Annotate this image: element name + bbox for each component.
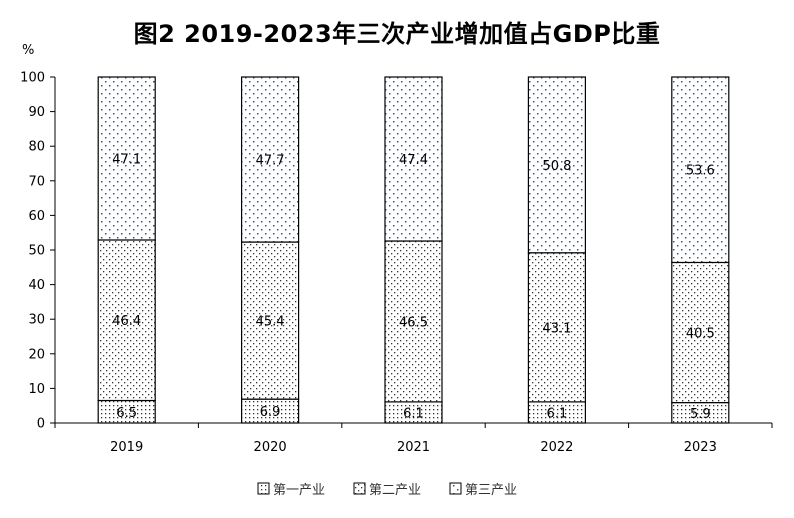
y-tick-label: 30 [28, 313, 45, 328]
legend-swatch [449, 482, 462, 495]
y-tick-label: 80 [28, 140, 45, 155]
data-label: 53.6 [686, 164, 715, 179]
y-tick-label: 70 [28, 174, 45, 189]
data-label: 6.1 [403, 406, 424, 421]
bar-segment [241, 241, 300, 400]
bar-segment [384, 76, 443, 242]
data-label: 43.1 [542, 321, 571, 336]
data-label: 47.4 [399, 153, 428, 168]
data-label: 47.7 [256, 154, 285, 169]
y-tick-label: 10 [28, 382, 45, 397]
y-tick-label: 50 [28, 244, 45, 259]
data-label: 6.5 [116, 406, 137, 421]
y-axis-unit-label: % [22, 43, 34, 58]
data-label: 6.1 [547, 406, 568, 421]
y-tick-label: 0 [37, 417, 45, 432]
data-label: 47.1 [112, 152, 141, 167]
x-tick-label: 2023 [684, 440, 717, 455]
bar-segment [671, 76, 730, 264]
x-tick-label: 2019 [110, 440, 143, 455]
x-tick-label: 2020 [254, 440, 287, 455]
legend-swatch [257, 482, 270, 495]
bar-segment [97, 76, 156, 241]
y-tick-label: 100 [20, 71, 45, 86]
data-label: 46.5 [399, 315, 428, 330]
bar-segment [97, 239, 156, 402]
legend: 第一产业 第二产业 第三产业 [257, 482, 517, 498]
y-tick-label: 40 [28, 278, 45, 293]
y-tick-label: 60 [28, 209, 45, 224]
bars [97, 76, 730, 424]
chart-title: 图2 2019-2023年三次产业增加值占GDP比重 [133, 20, 661, 48]
bar-segment [671, 261, 730, 404]
y-tick-label: 90 [28, 105, 45, 120]
legend-label: 第二产业 [369, 483, 421, 498]
data-label: 46.4 [112, 314, 141, 329]
legend-label: 第一产业 [273, 483, 325, 498]
data-label: 6.9 [260, 405, 281, 420]
bar-segment [384, 240, 443, 403]
y-tick-label: 20 [28, 347, 45, 362]
data-label: 45.4 [256, 315, 285, 330]
bar-segment [527, 76, 587, 254]
data-label: 40.5 [686, 327, 715, 342]
data-label: 50.8 [542, 159, 571, 174]
bar-segment [527, 252, 587, 403]
bar-segment [241, 76, 300, 243]
x-tick-label: 2022 [540, 440, 573, 455]
legend-swatch [353, 482, 366, 495]
x-tick-label: 2021 [397, 440, 430, 455]
data-labels: 6.5 46.4 47.1 6.9 45.4 47.7 6.1 46.5 47.4 6.1 43.1… [112, 152, 715, 421]
data-label: 5.9 [690, 407, 711, 422]
legend-label: 第三产业 [465, 483, 517, 498]
